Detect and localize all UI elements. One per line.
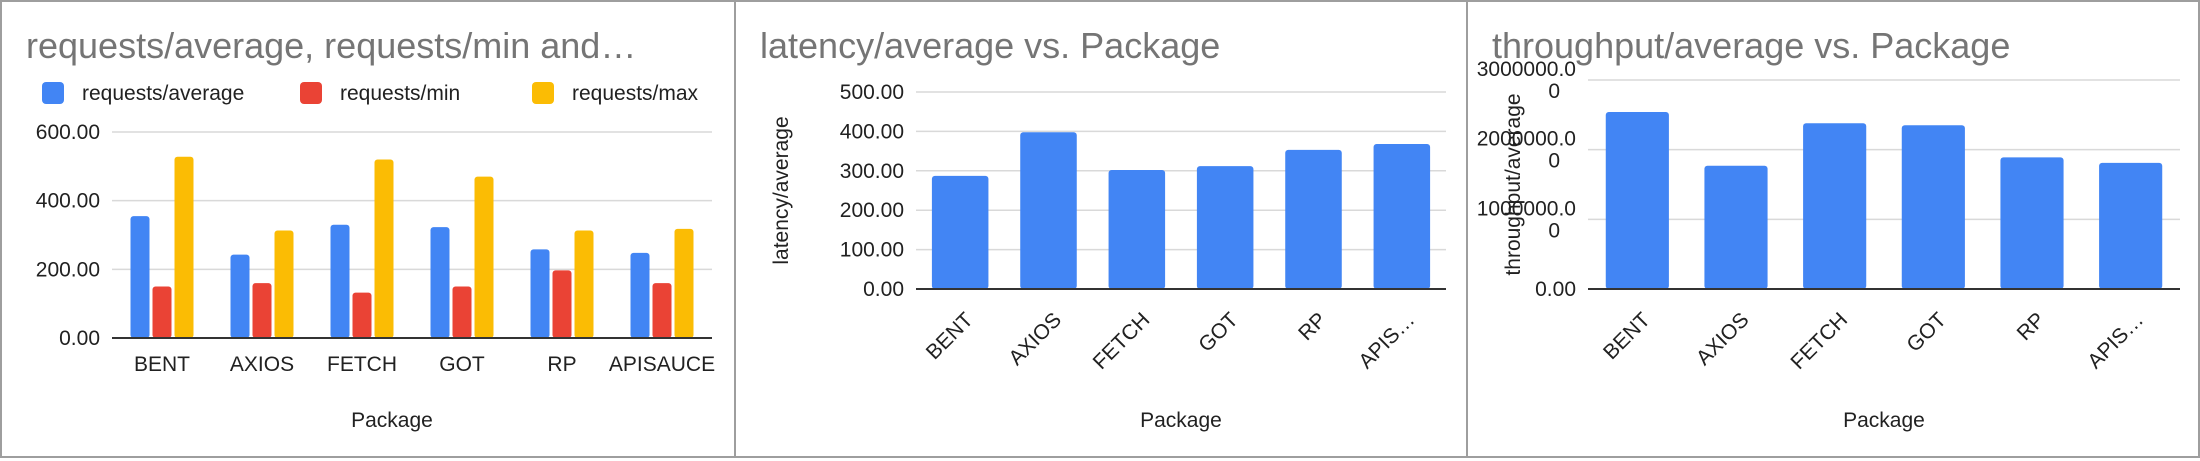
x-tick-label: GOT	[439, 353, 485, 376]
x-tick-label: RP	[2013, 308, 2050, 345]
x-tick-label: AXIOS	[1004, 308, 1066, 370]
bar-got-1	[452, 286, 472, 338]
x-tick-label: GOT	[1194, 308, 1243, 357]
y-tick-label: 0.00	[1535, 278, 1576, 301]
requests-chart: requests/average, requests/min and… reque…	[26, 25, 715, 432]
x-tick-label: FETCH	[327, 353, 397, 376]
x-tick-label: APIS…	[2083, 308, 2148, 373]
bar-bent-1	[152, 286, 172, 338]
throughput-chart: throughput/average vs. Package 0.00 100000…	[1477, 25, 2180, 432]
chart-title: latency/average vs. Package	[760, 25, 1220, 66]
x-tick-label: FETCH	[1089, 308, 1155, 374]
bar-got-2	[474, 176, 494, 338]
y-tick-label: 0.00	[59, 327, 100, 350]
x-axis-label: Package	[1843, 409, 1925, 432]
y-tick-label: 500.00	[840, 81, 904, 104]
legend-swatch-1	[300, 82, 322, 104]
legend-swatch-0	[42, 82, 64, 104]
y-tick-label: 2000000.0 0	[1477, 128, 1576, 173]
bar-axios-1	[252, 283, 272, 338]
bar-rp-0	[2000, 157, 2064, 289]
y-tick-label: 400.00	[840, 120, 904, 143]
bar-axios-0	[1704, 165, 1768, 289]
x-tick-label: RP	[1294, 308, 1331, 345]
bar-bent-2	[174, 156, 194, 338]
x-tick-label: GOT	[1902, 308, 1951, 357]
bar-bent-0	[931, 175, 989, 289]
y-tick-label: 200.00	[36, 258, 100, 281]
bar-bent-0	[130, 216, 150, 338]
bar-apisauce-2	[674, 228, 694, 338]
y-axis-label: throughput/average	[1502, 93, 1525, 275]
chart-panel-latency: latency/average vs. Package 0.00 100.00 200…	[734, 2, 1466, 456]
legend-swatch-2	[532, 82, 554, 104]
bar-apisauce-1	[652, 283, 672, 338]
x-tick-label: BENT	[134, 353, 190, 376]
chart-title: throughput/average vs. Package	[1492, 25, 2010, 66]
x-tick-label: APISAUCE	[609, 353, 715, 376]
bar-fetch-0	[1803, 123, 1867, 290]
bar-got-0	[430, 227, 450, 338]
y-tick-label: 400.00	[36, 190, 100, 213]
x-tick-label: APIS…	[1354, 308, 1419, 373]
bar-axios-0	[230, 254, 250, 338]
x-tick-label: BENT	[922, 308, 978, 364]
chart-title: requests/average, requests/min and…	[26, 25, 636, 66]
bar-fetch-0	[1108, 170, 1166, 289]
x-tick-label: AXIOS	[1692, 308, 1754, 370]
y-tick-label: 300.00	[840, 160, 904, 183]
bar-apis-0	[1373, 144, 1431, 289]
y-tick-label: 100.00	[840, 239, 904, 262]
legend-label-1: requests/min	[340, 82, 460, 105]
y-tick-label: 600.00	[36, 121, 100, 144]
y-tick-label: 1000000.0 0	[1477, 197, 1576, 242]
x-tick-label: BENT	[1599, 308, 1655, 364]
y-axis-label: latency/average	[770, 116, 793, 264]
x-tick-label: AXIOS	[230, 353, 294, 376]
bar-fetch-0	[330, 224, 350, 338]
bar-axios-0	[1020, 132, 1077, 289]
x-axis-label: Package	[1140, 409, 1222, 432]
bar-axios-2	[274, 230, 294, 338]
bar-rp-1	[552, 270, 572, 338]
x-tick-label: FETCH	[1786, 308, 1852, 374]
bar-apis-0	[2099, 162, 2163, 289]
y-tick-label: 200.00	[840, 199, 904, 222]
y-tick-label: 0.00	[863, 278, 904, 301]
y-tick-label: 3000000.0 0	[1477, 58, 1576, 103]
bar-got-0	[1901, 125, 1965, 290]
chart-panel-throughput: throughput/average vs. Package 0.00 100000…	[1466, 2, 2198, 456]
chart-panel-requests: requests/average, requests/min and… reque…	[2, 2, 734, 456]
legend-label-0: requests/average	[82, 82, 244, 105]
bar-fetch-1	[352, 292, 372, 338]
latency-chart: latency/average vs. Package 0.00 100.00 200…	[760, 25, 1446, 432]
legend-label-2: requests/max	[572, 82, 699, 105]
bar-rp-0	[1285, 149, 1342, 289]
bar-bent-0	[1605, 112, 1669, 290]
x-tick-label: RP	[547, 353, 576, 376]
bar-got-0	[1196, 166, 1254, 289]
bar-fetch-2	[374, 159, 394, 338]
bar-apisauce-0	[630, 252, 650, 338]
x-axis-label: Package	[351, 409, 433, 432]
bar-rp-2	[574, 230, 594, 338]
bar-rp-0	[530, 249, 550, 338]
